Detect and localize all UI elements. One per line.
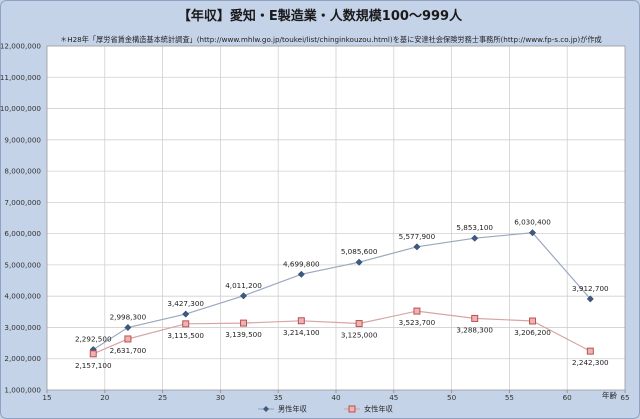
female-data-label: 3,115,500 [167,331,204,340]
x-tick-label: 35 [274,393,283,402]
male-point [586,295,594,303]
male-point [297,270,305,278]
male-point [182,310,190,318]
male-data-label: 2,998,300 [110,313,147,322]
female-point [89,350,97,358]
legend-marker-diamond [263,406,269,412]
x-tick-label: 15 [42,393,51,402]
female-point [182,320,190,328]
x-tick-label: 20 [100,393,110,402]
female-point [471,314,479,322]
female-point [240,319,248,327]
chart-note: ＊H28年「厚労省賃金構造基本統計調査」(http://www.mhlw.go.… [60,35,602,44]
female-point [297,317,305,325]
x-tick-label: 25 [158,393,167,402]
y-tick-label: 5,000,000 [4,260,41,269]
female-point [413,307,421,315]
male-point [239,292,248,300]
y-tick-label: 6,000,000 [4,229,41,238]
male-data-label: 5,085,600 [341,247,378,256]
chart-title: 【年収】愛知・E製造業・人数規模100～999人 [178,8,463,24]
female-point [586,347,594,355]
series-line-male [92,232,591,351]
y-tick-label: 7,000,000 [4,198,41,207]
female-data-label: 2,242,300 [572,358,609,367]
male-point [528,229,537,237]
y-tick-label: 8,000,000 [4,167,41,176]
y-tick-label: 10,000,000 [0,104,41,113]
x-tick-label: 60 [563,393,573,402]
axes: 1,000,000 2,000,000 3,000,000 4,000,000 5,00… [0,42,630,403]
female-data-label: 3,523,700 [399,318,436,327]
female-data-label: 3,206,200 [514,328,551,337]
x-tick-label: 45 [389,393,398,402]
female-data-label: 3,214,100 [283,328,320,337]
female-data-label: 3,139,500 [225,330,262,339]
legend: 男性年収 女性年収 [258,405,393,414]
series-line-female [92,310,591,355]
y-tick-label: 9,000,000 [4,135,41,144]
series-layer [89,229,594,358]
male-data-label: 2,292,500 [75,335,112,344]
x-axis-label: 年齢 [602,390,617,400]
x-tick-label: 50 [447,393,457,402]
grid [47,45,625,390]
y-tick-label: 1,000,000 [4,386,41,395]
x-tick-label: 55 [505,393,514,402]
y-tick-label: 11,000,000 [0,73,41,82]
female-point [124,335,132,343]
male-data-label: 3,912,700 [572,284,609,293]
data-labels: 2,292,500 2,998,300 3,427,300 4,011,200 4,69… [75,218,609,370]
y-tick-label: 2,000,000 [4,354,41,363]
y-tick-label: 3,000,000 [4,323,41,332]
male-point [413,243,421,251]
legend-label: 女性年収 [364,405,393,414]
female-data-label: 3,288,300 [456,325,493,334]
legend-label: 男性年収 [278,405,307,414]
female-data-label: 3,125,000 [341,331,378,340]
male-data-label: 4,699,800 [283,259,320,268]
female-data-label: 2,157,100 [75,361,112,370]
female-point [355,320,363,328]
male-point [355,258,363,266]
female-point [529,317,537,325]
x-tick-label: 40 [331,393,341,402]
y-tick-label: 12,000,000 [0,42,41,51]
female-data-label: 2,631,700 [110,346,147,355]
male-data-label: 5,577,900 [399,232,436,241]
y-tick-label: 4,000,000 [4,292,41,301]
x-tick-label: 30 [216,393,226,402]
male-data-label: 6,030,400 [514,218,551,227]
male-data-label: 3,427,300 [167,299,204,308]
x-tick-label: 65 [620,393,629,402]
male-point [124,323,132,332]
male-data-label: 5,853,100 [456,223,493,232]
male-point [471,234,479,242]
male-data-label: 4,011,200 [225,281,262,290]
legend-marker-square [348,405,356,413]
plot-border [46,45,626,391]
